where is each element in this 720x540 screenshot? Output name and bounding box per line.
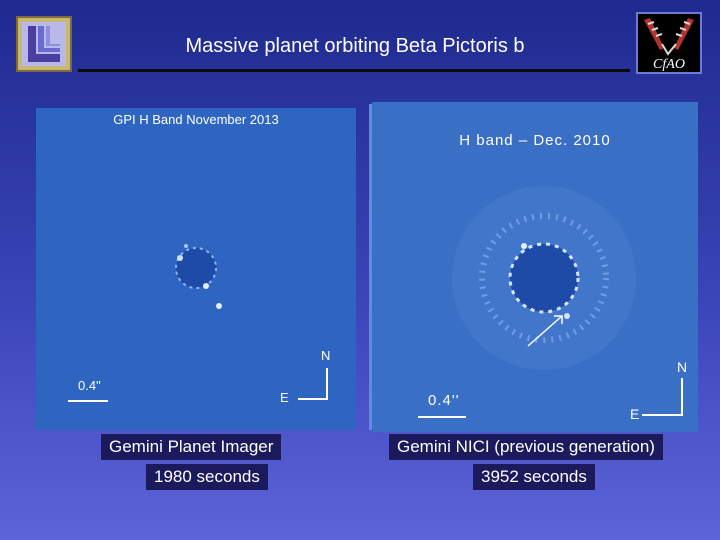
gpi-compass-east-arm <box>298 398 328 400</box>
nici-instrument-caption: Gemini NICI (previous generation) <box>389 434 663 460</box>
gpi-east-label: E <box>280 390 289 405</box>
gpi-instrument-caption: Gemini Planet Imager <box>101 434 282 460</box>
nici-exposure-caption: 3952 seconds <box>473 464 595 490</box>
gpi-panel-title: GPI H Band November 2013 <box>113 112 279 127</box>
nici-scale-bar <box>418 416 466 418</box>
gpi-north-label: N <box>321 348 331 363</box>
nici-compass-north-arm <box>681 378 683 414</box>
nici-north-label: N <box>677 359 688 375</box>
gpi-scale-bar <box>68 400 108 402</box>
nici-star-image <box>452 186 636 370</box>
gpi-scale-label: 0.4" <box>78 378 101 393</box>
slide-title: Massive planet orbiting Beta Pictoris b <box>185 35 525 57</box>
nici-panel-title: H band – Dec. 2010 <box>459 132 611 149</box>
title-underline <box>78 69 630 72</box>
cfao-logo: CfAO <box>636 12 702 74</box>
svg-text:CfAO: CfAO <box>653 57 685 72</box>
nici-compass-east-arm <box>642 414 683 416</box>
gpi-compass-north-arm <box>326 368 328 398</box>
llnl-logo <box>16 16 72 72</box>
nici-east-label: E <box>630 406 640 422</box>
nici-image-panel: H band – Dec. 2010 0.4'' N E <box>372 102 698 432</box>
nici-scale-label: 0.4'' <box>428 392 460 409</box>
gpi-exposure-caption: 1980 seconds <box>146 464 268 490</box>
gpi-star-image <box>175 244 222 309</box>
panel-divider <box>369 104 372 430</box>
gpi-image-panel: GPI H Band November 2013 0.4" N E <box>36 108 356 430</box>
